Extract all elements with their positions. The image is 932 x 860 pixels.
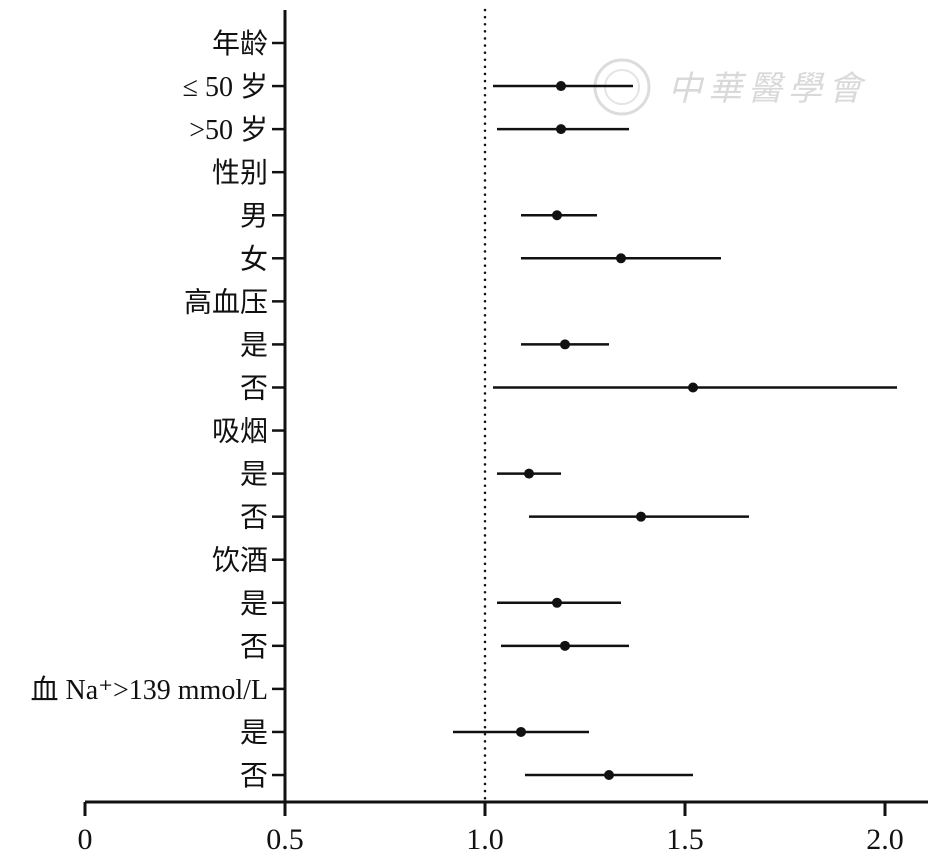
row-label: 高血压 <box>184 286 268 318</box>
row-label: 是 <box>240 460 268 491</box>
row-label: 是 <box>240 330 268 361</box>
point-estimate <box>556 124 566 135</box>
point-estimate <box>636 511 646 522</box>
group-row: 吸烟 <box>212 416 285 448</box>
watermark-text: 中華醫學會 <box>668 69 868 109</box>
x-tick-label: 0.5 <box>266 823 304 856</box>
watermark: 中華醫學會 <box>593 58 868 116</box>
group-row: 性别 <box>212 157 285 189</box>
point-estimate <box>616 253 626 264</box>
x-tick-label: 0 <box>78 823 93 856</box>
point-estimate <box>560 640 570 651</box>
subgroup-row: 否 <box>240 761 693 792</box>
point-estimate <box>556 81 566 92</box>
point-estimate <box>688 382 698 393</box>
row-label: 年龄 <box>212 28 268 60</box>
subgroup-row: 是 <box>240 330 609 361</box>
point-estimate <box>524 468 534 479</box>
subgroup-row: 否 <box>240 373 897 404</box>
row-label: 否 <box>240 503 268 534</box>
subgroup-row: 否 <box>240 632 629 663</box>
group-row: 年龄 <box>212 28 285 60</box>
subgroup-row: 否 <box>240 503 749 534</box>
point-estimate <box>516 726 526 737</box>
group-row: 饮酒 <box>212 545 285 577</box>
row-label: 否 <box>240 761 268 792</box>
point-estimate <box>560 339 570 350</box>
point-estimate <box>552 597 562 608</box>
row-label: 是 <box>240 589 268 620</box>
x-tick-label: 1.0 <box>466 823 504 856</box>
point-estimate <box>552 210 562 221</box>
row-label: 血 Na⁺>139 mmol/L <box>31 674 268 706</box>
subgroup-row: 男 <box>240 201 597 232</box>
axes: 0 0.5 1.0 1.5 2.0 <box>78 10 928 856</box>
row-label: 否 <box>240 373 268 404</box>
row-label: 性别 <box>212 157 268 189</box>
row-label: 女 <box>240 243 268 275</box>
subgroup-row: >50 岁 <box>189 114 629 146</box>
subgroup-row: 是 <box>240 589 621 620</box>
x-tick-label: 1.5 <box>666 823 704 856</box>
row-label: 饮酒 <box>212 545 268 577</box>
row-label: 吸烟 <box>212 416 268 448</box>
row-label: 否 <box>240 632 268 663</box>
subgroup-row: 女 <box>240 243 721 275</box>
row-label: 是 <box>240 718 268 749</box>
x-tick-label: 2.0 <box>866 823 904 856</box>
point-estimate <box>604 770 614 781</box>
row-label: 男 <box>240 201 268 232</box>
subgroup-row: 是 <box>240 460 561 491</box>
subgroup-row: ≤ 50 岁 <box>183 71 633 103</box>
subgroup-row: 是 <box>240 718 589 749</box>
row-label: ≤ 50 岁 <box>183 71 268 103</box>
group-row: 血 Na⁺>139 mmol/L <box>31 674 285 706</box>
row-label: >50 岁 <box>189 114 268 146</box>
group-row: 高血压 <box>184 286 285 318</box>
